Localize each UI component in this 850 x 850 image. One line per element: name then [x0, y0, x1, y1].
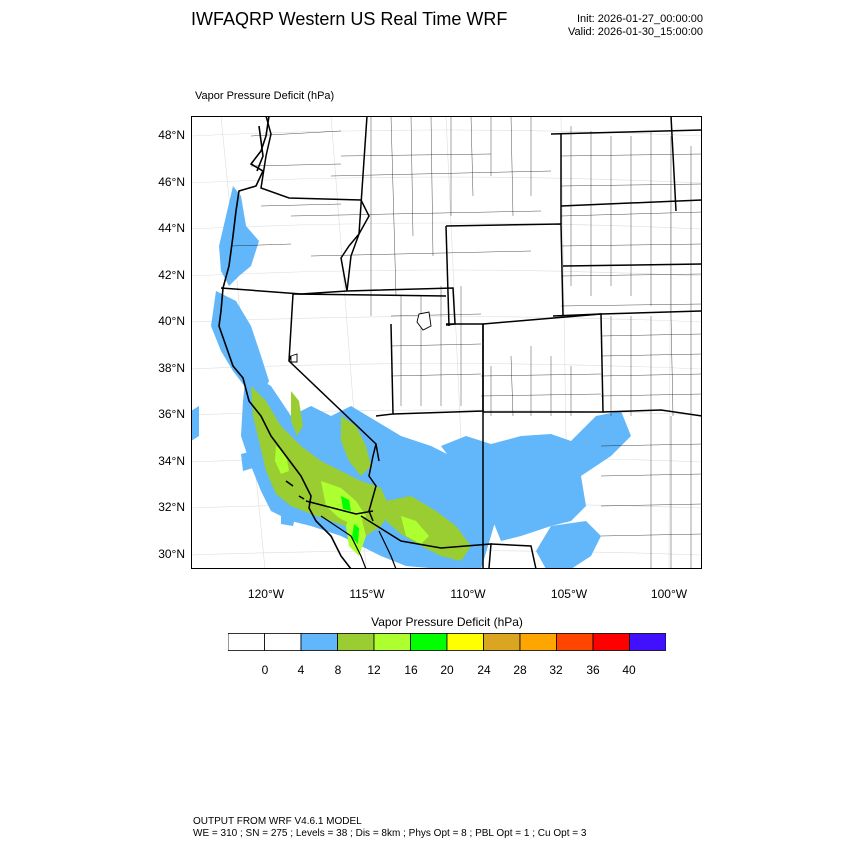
legend-tick-label: 36 — [586, 663, 600, 677]
legend-tick-label: 4 — [297, 663, 305, 677]
colorbar-bin — [629, 633, 667, 651]
lon-label: 110°W — [450, 587, 486, 601]
lat-label: 34°N — [158, 454, 185, 468]
init-valid-block: Init: 2026-01-27_00:00:00 Valid: 2026-01… — [520, 13, 703, 39]
colorbar-bin — [592, 633, 630, 651]
legend-tick-label: 12 — [367, 663, 381, 677]
legend-tick-label: 24 — [477, 663, 491, 677]
lat-label: 38°N — [158, 361, 185, 375]
colorbar-svg — [227, 633, 667, 651]
map-border — [191, 116, 702, 569]
colorbar-bin — [227, 633, 265, 651]
lon-label: 120°W — [247, 587, 285, 601]
colorbar-bin — [556, 633, 594, 651]
legend-tick-label: 8 — [334, 663, 342, 677]
colorbar-bin — [483, 633, 521, 651]
legend-tick-label: 32 — [549, 663, 563, 677]
lat-label: 48°N — [158, 128, 185, 142]
legend-tick-label: 20 — [440, 663, 454, 677]
border-lines — [320, 515, 397, 569]
colorbar — [227, 633, 667, 651]
colorbar-bin — [519, 633, 557, 651]
init-time: Init: 2026-01-27_00:00:00 — [577, 13, 703, 25]
vpd-16-20-shading — [341, 496, 359, 544]
coastline — [218, 116, 352, 569]
legend-tick-label: 0 — [261, 663, 269, 677]
field-label: Vapor Pressure Deficit (hPa) — [195, 90, 335, 102]
lat-label: 36°N — [158, 407, 185, 421]
lat-label: 46°N — [158, 175, 185, 189]
colorbar-bin — [446, 633, 484, 651]
lat-label: 40°N — [158, 314, 185, 328]
lat-label: 30°N — [158, 547, 185, 561]
map-svg — [191, 116, 702, 569]
legend-title: Vapor Pressure Deficit (hPa) — [371, 615, 523, 629]
colorbar-bin — [300, 633, 338, 651]
colorbar-bin — [410, 633, 448, 651]
lon-label: 100°W — [650, 587, 688, 601]
state-boundaries — [220, 116, 702, 569]
lat-label: 42°N — [158, 268, 185, 282]
colorbar-bin — [373, 633, 411, 651]
footer-line-1: OUTPUT FROM WRF V4.6.1 MODEL — [193, 816, 362, 827]
lon-label: 105°W — [550, 587, 588, 601]
legend-tick-label: 16 — [404, 663, 418, 677]
plot-title: IWFAQRP Western US Real Time WRF — [191, 9, 508, 29]
lat-label: 44°N — [158, 221, 185, 235]
colorbar-bin — [264, 633, 302, 651]
footer-line-2: WE = 310 ; SN = 275 ; Levels = 38 ; Dis … — [193, 828, 587, 839]
lakes — [290, 311, 432, 363]
legend-tick-label: 28 — [513, 663, 527, 677]
valid-time: Valid: 2026-01-30_15:00:00 — [568, 26, 703, 38]
colorbar-bin — [337, 633, 375, 651]
model-footer: OUTPUT FROM WRF V4.6.1 MODEL WE = 310 ; … — [193, 816, 586, 840]
legend-tick-label: 40 — [622, 663, 636, 677]
vpd-8-12-shading — [251, 386, 471, 561]
lat-label: 32°N — [158, 500, 185, 514]
map-panel — [191, 116, 702, 569]
lon-label: 115°W — [349, 587, 385, 601]
